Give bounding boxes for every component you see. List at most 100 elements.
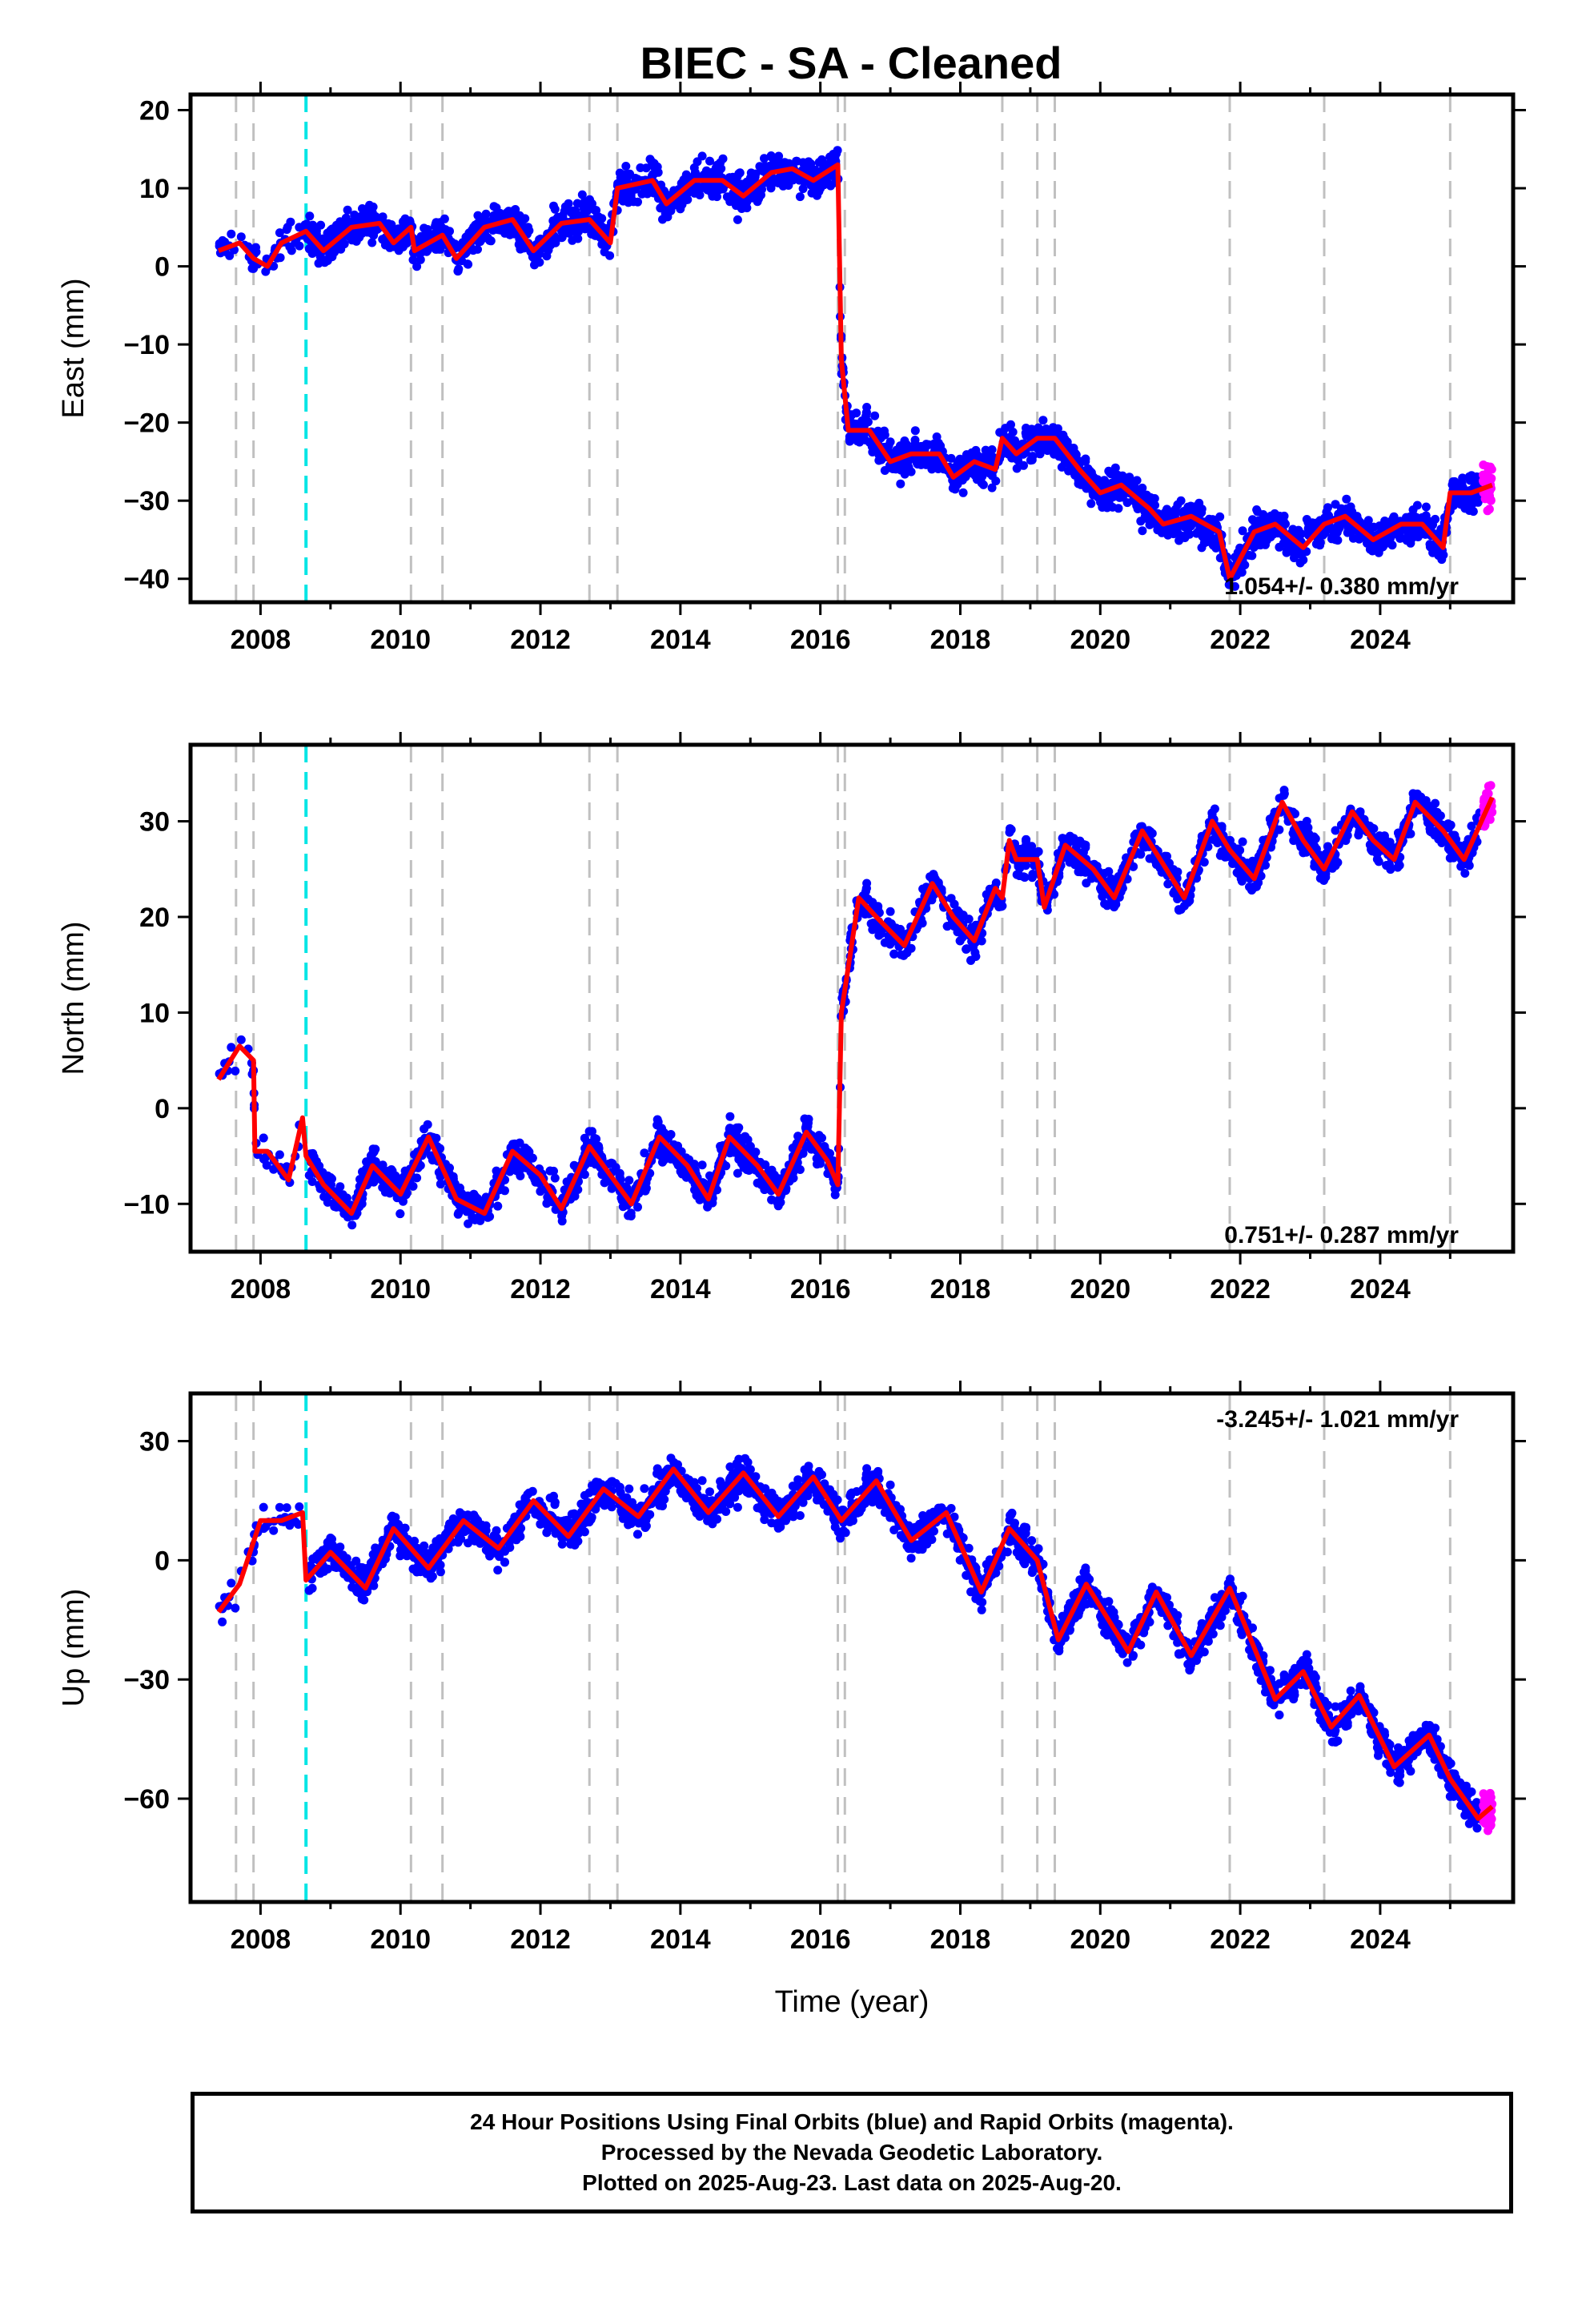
final-orbit-point — [1191, 506, 1200, 516]
final-orbit-point — [1389, 512, 1399, 521]
final-orbit-point — [642, 188, 652, 198]
final-orbit-point — [684, 174, 693, 183]
final-orbit-point — [1385, 838, 1395, 847]
final-orbit-point — [1247, 883, 1257, 892]
final-orbit-point — [823, 179, 833, 188]
final-orbit-point — [690, 167, 700, 177]
final-orbit-point — [1464, 497, 1474, 506]
final-orbit-point — [1204, 514, 1214, 524]
final-orbit-point — [1086, 499, 1096, 509]
final-orbit-point — [621, 162, 631, 171]
final-orbit-point — [558, 211, 568, 220]
final-orbit-point — [1173, 895, 1182, 903]
final-orbit-point — [633, 197, 642, 207]
final-orbit-point — [1163, 530, 1173, 540]
final-orbit-point — [1006, 420, 1015, 429]
final-orbit-point — [1288, 545, 1298, 555]
final-orbit-point — [705, 156, 714, 166]
final-orbit-point — [910, 426, 920, 436]
final-orbit-point — [977, 478, 986, 488]
final-orbit-point — [813, 183, 823, 192]
final-orbit-point — [416, 255, 425, 264]
final-orbit-point — [1098, 503, 1107, 512]
series-final-orbits-east — [215, 146, 1485, 591]
final-orbit-point — [251, 247, 261, 257]
final-orbit-point — [1302, 515, 1311, 524]
final-orbit-point — [1261, 533, 1271, 542]
final-orbit-point — [249, 263, 259, 273]
final-orbit-point — [580, 224, 590, 234]
final-orbit-point — [942, 922, 952, 931]
final-orbit-point — [510, 1139, 520, 1148]
final-orbit-point — [516, 1171, 525, 1180]
final-orbit-point — [516, 244, 525, 254]
final-orbit-point — [1302, 817, 1311, 826]
final-orbit-point — [1472, 497, 1482, 506]
final-orbit-point — [225, 251, 235, 260]
final-orbit-point — [1427, 543, 1436, 553]
final-orbit-point — [1412, 525, 1422, 535]
final-orbit-point — [767, 1195, 777, 1204]
final-orbit-point — [783, 171, 793, 180]
final-orbit-point — [845, 435, 855, 444]
final-orbit-point — [873, 426, 883, 436]
final-orbit-point — [422, 247, 432, 256]
final-orbit-point — [773, 177, 783, 187]
final-orbit-point — [436, 218, 445, 227]
final-orbit-point — [1275, 511, 1284, 521]
final-orbit-point — [416, 231, 426, 241]
final-orbit-point — [592, 1134, 601, 1144]
final-orbit-point — [1290, 834, 1299, 844]
final-orbit-point — [1428, 520, 1437, 529]
final-orbit-point — [1323, 842, 1332, 851]
final-orbit-point — [1406, 538, 1415, 548]
final-orbit-point — [1014, 861, 1023, 870]
final-orbit-point — [543, 243, 552, 252]
final-orbit-point — [888, 464, 897, 473]
final-orbit-point — [520, 223, 530, 231]
y-axis-label-east: East (mm) — [57, 278, 90, 418]
final-orbit-point — [441, 225, 450, 235]
final-orbit-point — [1005, 432, 1014, 442]
x-tick-label: 2020 — [1070, 625, 1130, 655]
final-orbit-point — [1081, 454, 1090, 464]
final-orbit-point — [1298, 823, 1307, 833]
final-orbit-point — [380, 240, 390, 250]
final-orbit-point — [1185, 896, 1195, 906]
final-orbit-point — [658, 1157, 667, 1167]
final-orbit-point — [640, 1148, 649, 1158]
x-tick-label: 2014 — [650, 625, 711, 655]
final-orbit-point — [1038, 416, 1048, 425]
final-orbit-point — [1233, 844, 1243, 854]
final-orbit-point — [1199, 538, 1209, 548]
final-orbit-point — [1421, 502, 1431, 512]
final-orbit-point — [880, 466, 889, 475]
final-orbit-point — [633, 1202, 642, 1212]
final-orbit-point — [1144, 826, 1154, 835]
final-orbit-point — [977, 936, 986, 946]
final-orbit-point — [1236, 568, 1246, 577]
final-orbit-point — [520, 1144, 530, 1152]
y-tick-label: −10 — [123, 330, 170, 360]
final-orbit-point — [769, 153, 779, 163]
final-orbit-point — [1467, 822, 1476, 830]
final-orbit-point — [950, 899, 959, 909]
final-orbit-point — [1382, 861, 1391, 870]
final-orbit-point — [1238, 526, 1247, 536]
final-orbit-point — [588, 1127, 596, 1136]
x-tick-label: 2016 — [790, 625, 851, 655]
final-orbit-point — [423, 1120, 432, 1129]
plot-area-east — [215, 94, 1496, 602]
final-orbit-point — [510, 209, 520, 219]
rapid-orbit-point — [1485, 476, 1495, 485]
final-orbit-point — [656, 1124, 666, 1133]
final-orbit-point — [485, 1212, 495, 1221]
final-orbit-point — [1053, 424, 1062, 433]
final-orbit-point — [1097, 886, 1106, 895]
final-orbit-point — [236, 1035, 246, 1044]
final-orbit-point — [930, 458, 938, 467]
final-orbit-point — [800, 1114, 809, 1124]
final-orbit-point — [347, 235, 357, 245]
final-orbit-point — [504, 226, 514, 235]
